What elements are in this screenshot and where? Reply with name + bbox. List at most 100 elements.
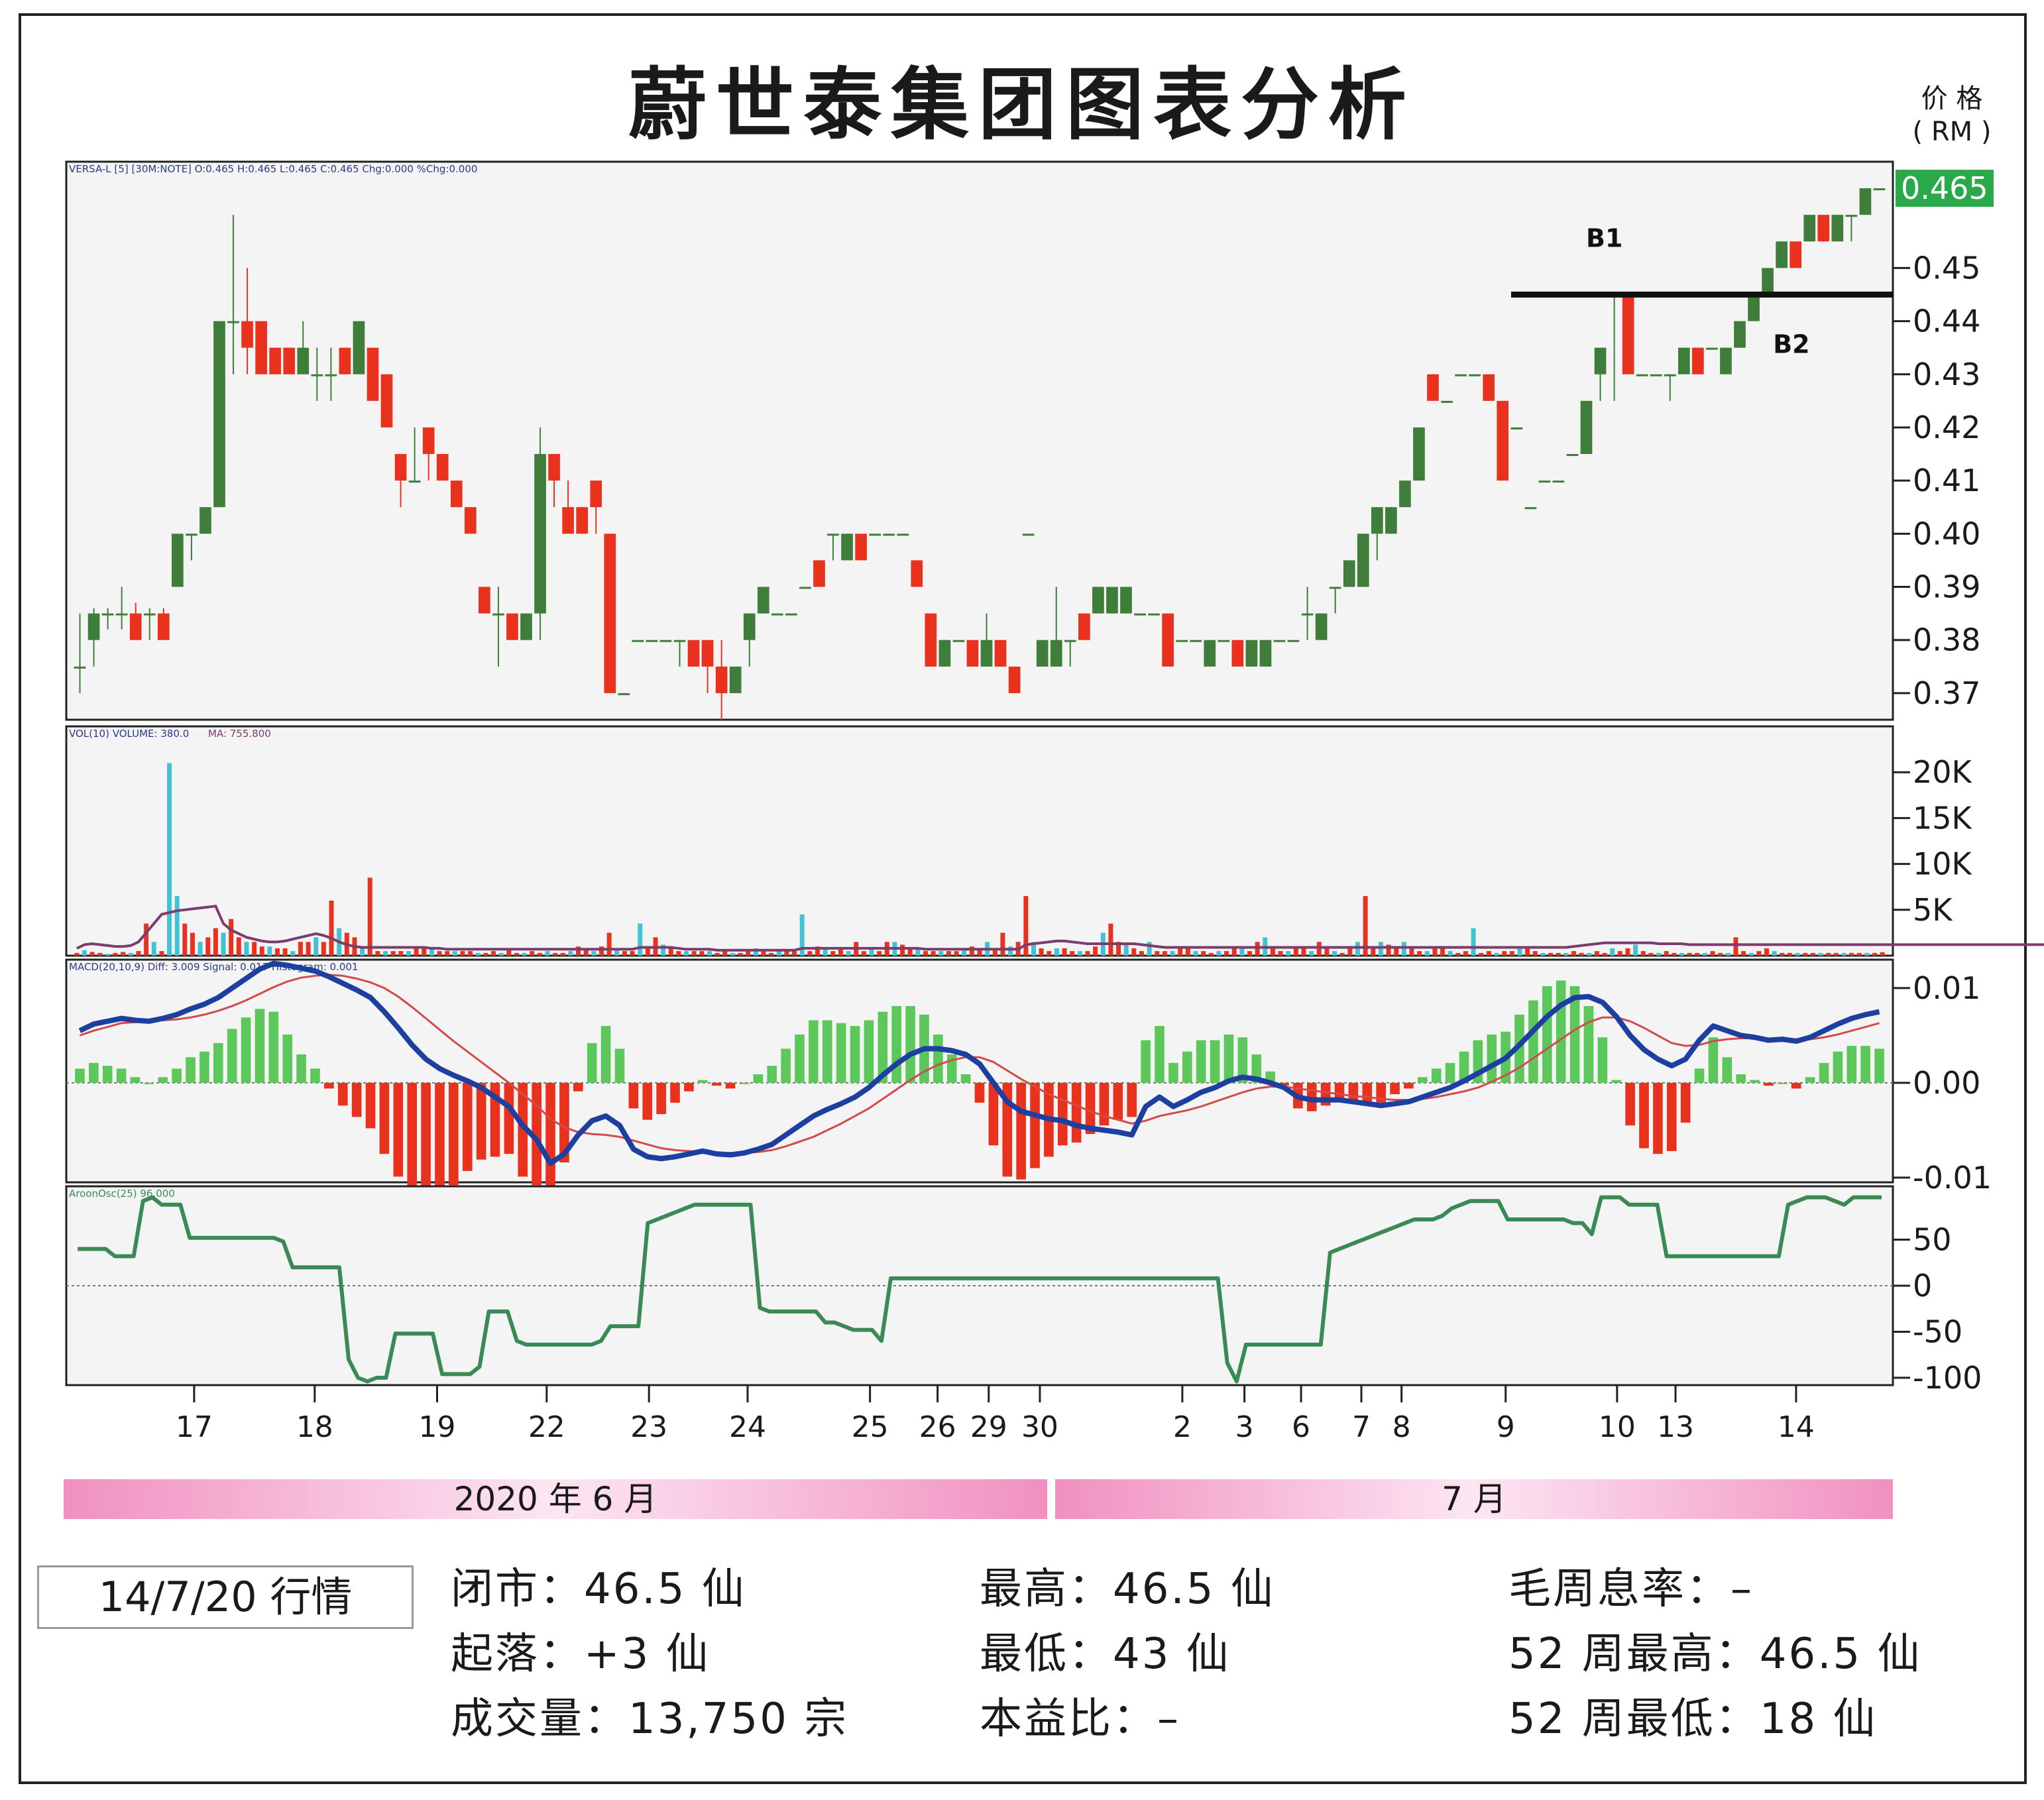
volume-bar [105,954,110,956]
volume-bar [491,951,496,956]
volume-bar [1239,946,1245,956]
volume-bar [668,948,673,956]
price-candle [659,640,672,642]
volume-bar [537,952,542,956]
price-candle [1176,640,1188,642]
macd-histogram-bar [89,1062,99,1083]
volume-bar [1494,952,1499,956]
x-axis-tick-label: 17 [176,1410,213,1444]
price-candle [632,640,644,642]
price-candle [715,666,728,693]
volume-bar [1702,952,1707,956]
price-candle [436,454,449,481]
price-candle [297,347,310,374]
macd-histogram-bar [1445,1062,1455,1083]
price-candle [1845,215,1858,217]
volume-header-text: VOL(10) VOLUME: 380.0 [69,728,189,740]
macd-histogram-bar [1058,1082,1068,1146]
macd-histogram-bar [864,1020,874,1083]
macd-histogram-bar [337,1082,348,1106]
macd-histogram-bar [1404,1082,1414,1089]
price-candle [1148,613,1160,616]
volume-bar [1147,942,1152,956]
price-axis-tick-label: 0.40 [1913,516,1980,551]
volume-bar [907,948,913,956]
macd-histogram-bar [1666,1082,1677,1151]
volume-bar [229,919,234,956]
macd-histogram-bar [891,1006,901,1083]
volume-bar [1764,948,1770,956]
volume-bar [1517,948,1522,956]
macd-histogram-bar [130,1077,141,1083]
volume-bar [722,951,728,956]
macd-histogram-bar [1778,1082,1788,1084]
volume-bar [606,932,612,956]
volume-bar [977,948,982,956]
volume-bar [1039,948,1044,956]
last-price-label: 0.465 [1901,170,1988,206]
volume-bar [445,951,450,956]
volume-bar [1594,951,1599,956]
price-candle [883,534,895,536]
macd-histogram-bar [1750,1080,1760,1083]
macd-histogram-bar [186,1057,196,1083]
macd-histogram-bar [476,1082,486,1160]
volume-bar [900,944,905,956]
macd-histogram-bar [905,1006,915,1083]
volume-bar [1309,951,1314,956]
volume-bar [82,950,87,956]
price-candle [186,534,198,536]
volume-bar [1509,951,1514,956]
price-candle [506,613,518,640]
price-candle [1677,347,1690,374]
macd-histogram-bar [1819,1062,1829,1083]
volume-bar [452,951,457,956]
volume-bar [1394,946,1399,956]
volume-bar [329,900,334,956]
price-candle [339,347,351,374]
price-candle [1636,374,1648,376]
volume-bar [1108,923,1113,956]
volume-bar [1316,942,1322,956]
price-candle [687,640,700,667]
volume-bar [1401,942,1406,956]
price-candle [1329,587,1341,589]
price-candle [1524,507,1537,510]
macd-histogram-bar [670,1082,680,1103]
stat-52-week-low: 52 周最低：18 仙 [1508,1695,1878,1744]
price-candle [1078,613,1090,640]
volume-bar [437,951,442,956]
volume-bar [1617,951,1622,956]
price-candle [394,454,407,481]
price-candle [241,321,253,348]
volume-bar [1371,946,1376,956]
macd-histogram-bar [1653,1082,1663,1154]
price-candle [1859,188,1872,215]
price-candle [897,534,909,536]
price-candle [1580,400,1593,455]
volume-bar [861,951,866,956]
macd-histogram-bar [1237,1037,1248,1083]
macd-histogram-bar [1155,1026,1164,1083]
volume-bar [213,928,218,956]
volume-bar [460,951,465,956]
macd-axis-tick-label: -0.01 [1913,1160,1992,1196]
volume-bar [1648,952,1654,956]
volume-bar [1633,944,1638,956]
price-candle [911,560,923,587]
volume-bar [1748,952,1754,956]
volume-bar [1339,952,1345,956]
price-candle [1776,241,1788,268]
price-candle [646,640,658,642]
volume-bar [205,937,211,956]
macd-axis-tick-label: 0.01 [1913,970,1980,1006]
price-axis-tick-label: 0.37 [1913,675,1980,711]
volume-bar [1432,946,1438,956]
price-candle [1413,427,1425,481]
volume-bar [553,952,558,956]
volume-bar [321,942,326,956]
price-candle [115,613,128,616]
price-candle [1106,587,1118,614]
volume-bar [252,942,257,956]
date-label: 14/7/20 行情 [37,1565,414,1629]
